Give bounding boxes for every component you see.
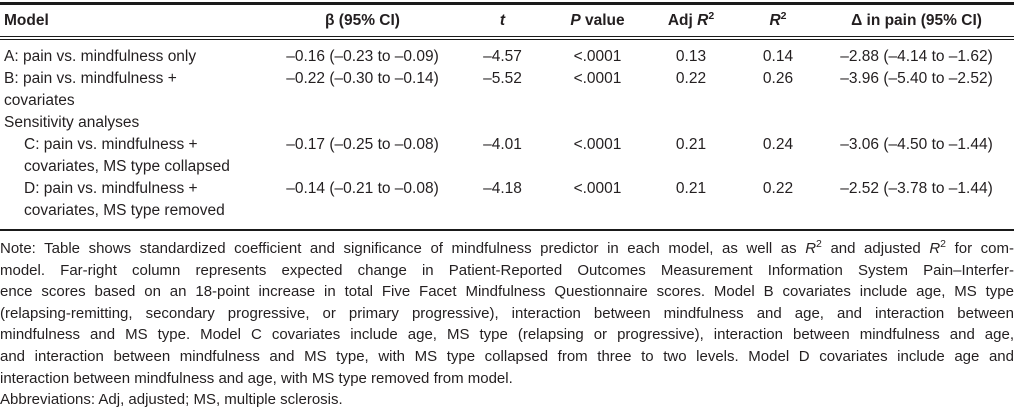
model-label-line: D: pain vs. mindfulness + <box>24 180 198 197</box>
header-t: t <box>455 3 550 40</box>
cell-delta-pain: –3.96 (–5.40 to –2.52) <box>840 70 993 87</box>
p-label: P <box>570 12 581 29</box>
cell-adj-r2: 0.13 <box>675 48 707 65</box>
model-label-line: B: pain vs. mindfulness + <box>4 70 177 87</box>
model-label-line: covariates, MS type collapsed <box>24 158 230 175</box>
cell-delta-pain: –2.88 (–4.14 to –1.62) <box>840 48 993 65</box>
model-label: A: pain vs. mindfulness only <box>0 38 270 68</box>
footnote-text: for com- <box>946 240 1014 257</box>
footnote-line: (relapsing-remitting, secondary progress… <box>0 304 1014 322</box>
t-label: t <box>499 12 506 29</box>
r-letter: R <box>697 12 709 29</box>
cell-p-value: <.0001 <box>573 70 622 87</box>
cell-t: –4.18 <box>483 180 522 197</box>
footnote-line: ence scores based on an 18-point increas… <box>0 283 1014 301</box>
footnote-line: Note: Table shows standardized coefficie… <box>0 238 1014 260</box>
section-label-line: Sensitivity analyses <box>4 114 140 131</box>
r-superscript: 2 <box>940 238 947 250</box>
table-row-model-d: D: pain vs. mindfulness + covariates, MS… <box>0 178 1014 230</box>
table-footnote: Note: Table shows standardized coefficie… <box>0 238 1014 408</box>
cell-p-value: <.0001 <box>573 136 622 153</box>
footnote-line: model. Far-right column represents expec… <box>0 261 1014 279</box>
header-adj-r2: Adj R2 <box>645 3 737 40</box>
cell-p-value: <.0001 <box>573 48 622 65</box>
cell-t: –5.52 <box>483 70 522 87</box>
header-delta-pain: Δ in pain (95% CI) <box>819 3 1014 40</box>
adj-label: Adj <box>667 12 698 29</box>
table-row-model-a: A: pain vs. mindfulness only –0.16 (–0.2… <box>0 38 1014 68</box>
cell-t: –4.01 <box>483 136 522 153</box>
cell-adj-r2: 0.21 <box>675 136 707 153</box>
table-header-row: Model β (95% CI) t P value Adj R2 R2 Δ i… <box>0 3 1014 40</box>
model-label: D: pain vs. mindfulness + covariates, MS… <box>0 178 270 230</box>
model-label-line: C: pain vs. mindfulness + <box>24 136 198 153</box>
footnote-line: interaction between mindfulness and age,… <box>0 369 513 387</box>
footnote-line: and interaction between mindfulness and … <box>0 347 1014 365</box>
cell-t: –4.57 <box>483 48 522 65</box>
cell-adj-r2: 0.22 <box>675 70 707 87</box>
cell-r2: 0.24 <box>762 136 794 153</box>
abbreviations-line: Abbreviations: Adj, adjusted; MS, multip… <box>0 391 343 408</box>
r-squared: R <box>929 240 941 257</box>
model-label-line: covariates <box>4 92 75 109</box>
footnote-line: mindfulness and MS type. Model C covaria… <box>0 326 1014 344</box>
table-row-sensitivity-section: Sensitivity analyses <box>0 112 1014 134</box>
regression-results-table: Model β (95% CI) t P value Adj R2 R2 Δ i… <box>0 2 1014 231</box>
model-label-line: covariates, MS type removed <box>24 202 225 219</box>
cell-adj-r2: 0.21 <box>675 180 707 197</box>
section-label: Sensitivity analyses <box>0 112 1014 134</box>
model-label: C: pain vs. mindfulness + covariates, MS… <box>0 134 270 178</box>
header-r2: R2 <box>737 3 819 40</box>
r-superscript: 2 <box>780 9 787 22</box>
r-superscript: 2 <box>708 9 715 22</box>
header-beta-ci: β (95% CI) <box>270 3 455 40</box>
cell-beta: –0.22 (–0.30 to –0.14) <box>286 70 439 87</box>
footnote-text: and adjusted <box>821 240 930 257</box>
r-letter: R <box>769 12 781 29</box>
cell-delta-pain: –3.06 (–4.50 to –1.44) <box>840 136 993 153</box>
model-label-line: A: pain vs. mindfulness only <box>4 48 197 65</box>
footnote-text: Note: Table shows standardized coefficie… <box>0 240 806 257</box>
table-row-model-c: C: pain vs. mindfulness + covariates, MS… <box>0 134 1014 178</box>
cell-beta: –0.16 (–0.23 to –0.09) <box>286 48 439 65</box>
cell-p-value: <.0001 <box>573 180 622 197</box>
cell-r2: 0.14 <box>762 48 794 65</box>
model-label: B: pain vs. mindfulness + covariates <box>0 68 270 112</box>
r-superscript: 2 <box>816 238 822 250</box>
header-p-value: P value <box>550 3 645 40</box>
cell-delta-pain: –2.52 (–3.78 to –1.44) <box>840 180 993 197</box>
p-value-word: value <box>580 12 625 29</box>
table-row-model-b: B: pain vs. mindfulness + covariates –0.… <box>0 68 1014 112</box>
header-model: Model <box>0 3 270 40</box>
r-squared: R <box>805 240 817 257</box>
cell-r2: 0.22 <box>762 180 794 197</box>
cell-beta: –0.14 (–0.21 to –0.08) <box>286 180 439 197</box>
cell-beta: –0.17 (–0.25 to –0.08) <box>286 136 439 153</box>
cell-r2: 0.26 <box>762 70 794 87</box>
